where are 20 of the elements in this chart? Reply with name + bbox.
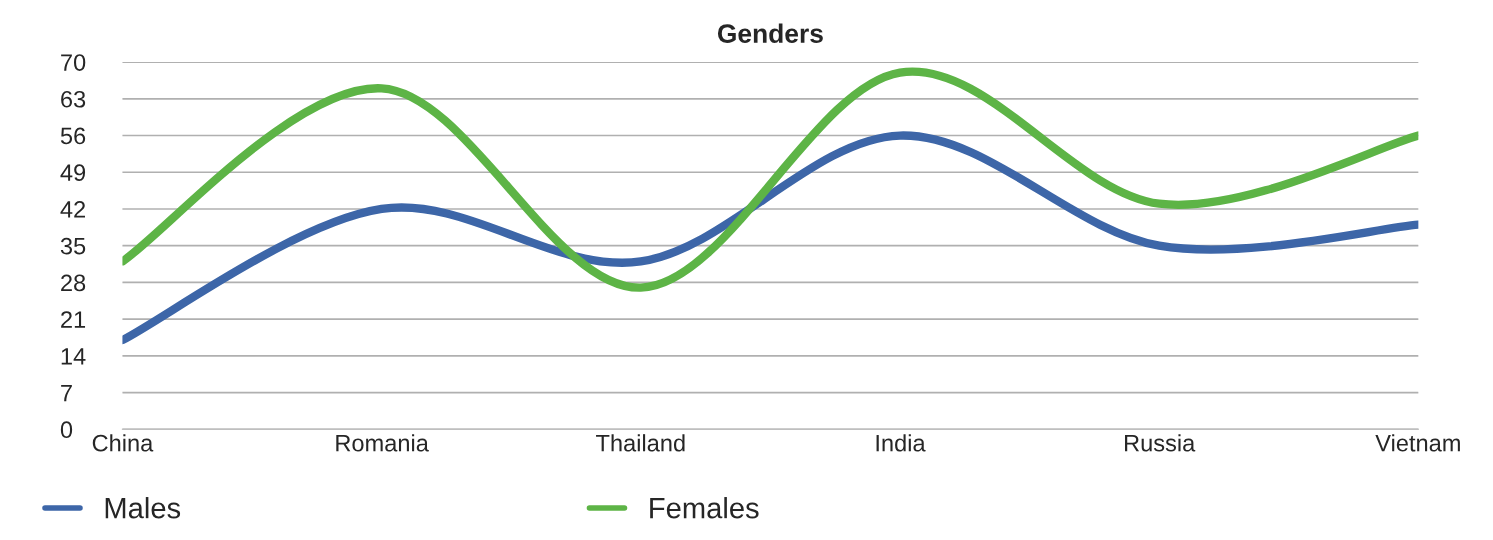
y-tick-label: 42 [60,201,85,218]
y-tick-label: 35 [60,237,86,255]
chart-title: Genders [717,23,823,43]
y-tick-label: 14 [61,348,86,365]
y-tick-label: 21 [61,311,86,328]
legend-label: Females [650,497,759,519]
y-tick-label: 0 [60,421,73,439]
x-tick-label: Russia [1125,434,1196,452]
x-tick-label: China [92,434,154,452]
y-tick-label: 28 [61,274,86,292]
legend-label: Males [105,497,181,519]
x-tick-label: Thailand [596,434,685,452]
x-tick-label: Vietnam [1375,434,1460,452]
y-tick-label: 49 [60,164,86,182]
x-tick-label: India [876,434,926,452]
x-tick-label: Romania [336,434,429,452]
y-tick-label: 63 [61,90,86,108]
y-tick-label: 56 [60,127,86,145]
y-tick-label: 7 [61,384,72,402]
y-tick-label: 70 [61,54,86,71]
